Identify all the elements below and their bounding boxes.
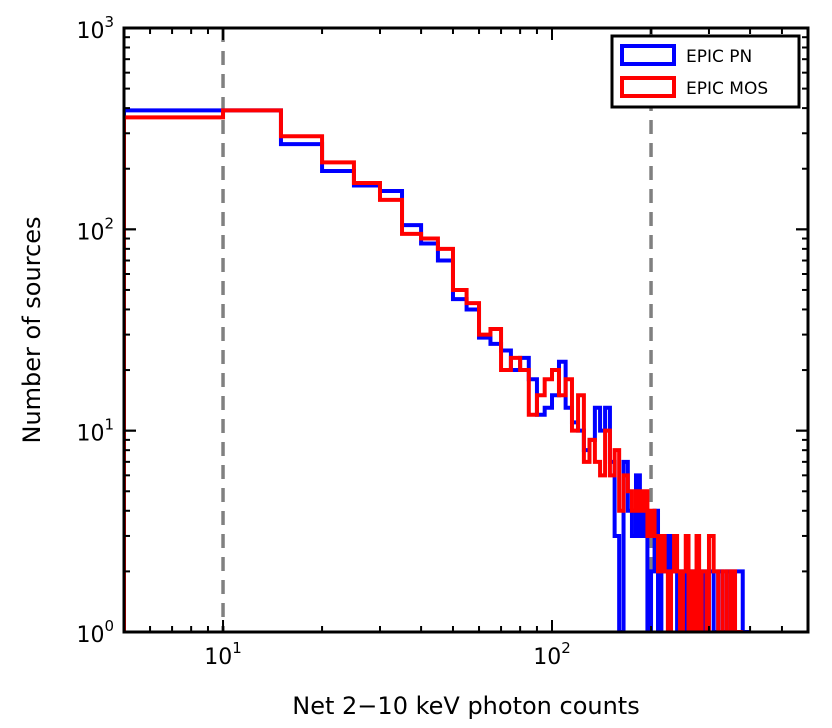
legend: EPIC PN EPIC MOS (610, 34, 801, 109)
legend-label-epic-pn: EPIC PN (686, 47, 752, 67)
x-axis-title: Net 2−10 keV photon counts (292, 692, 639, 720)
x-tick-label: 102 (533, 639, 571, 670)
series-epic-mos (124, 108, 743, 632)
y-tick-label: 100 (76, 617, 114, 648)
y-axis-title: Number of sources (18, 216, 46, 443)
y-tick-label: 102 (76, 214, 114, 245)
x-tick-label: 101 (204, 639, 242, 670)
series-epic-pn (124, 108, 751, 632)
plot-area-frame (122, 26, 810, 634)
legend-swatch-epic-pn (620, 44, 676, 66)
legend-swatch-epic-mos (620, 76, 676, 98)
legend-label-epic-mos: EPIC MOS (686, 79, 768, 99)
y-tick-label: 101 (76, 416, 114, 447)
histogram-step-line-epic-pn (124, 108, 751, 632)
histogram-step-line-epic-mos (124, 108, 743, 632)
y-tick-label: 103 (76, 13, 114, 44)
